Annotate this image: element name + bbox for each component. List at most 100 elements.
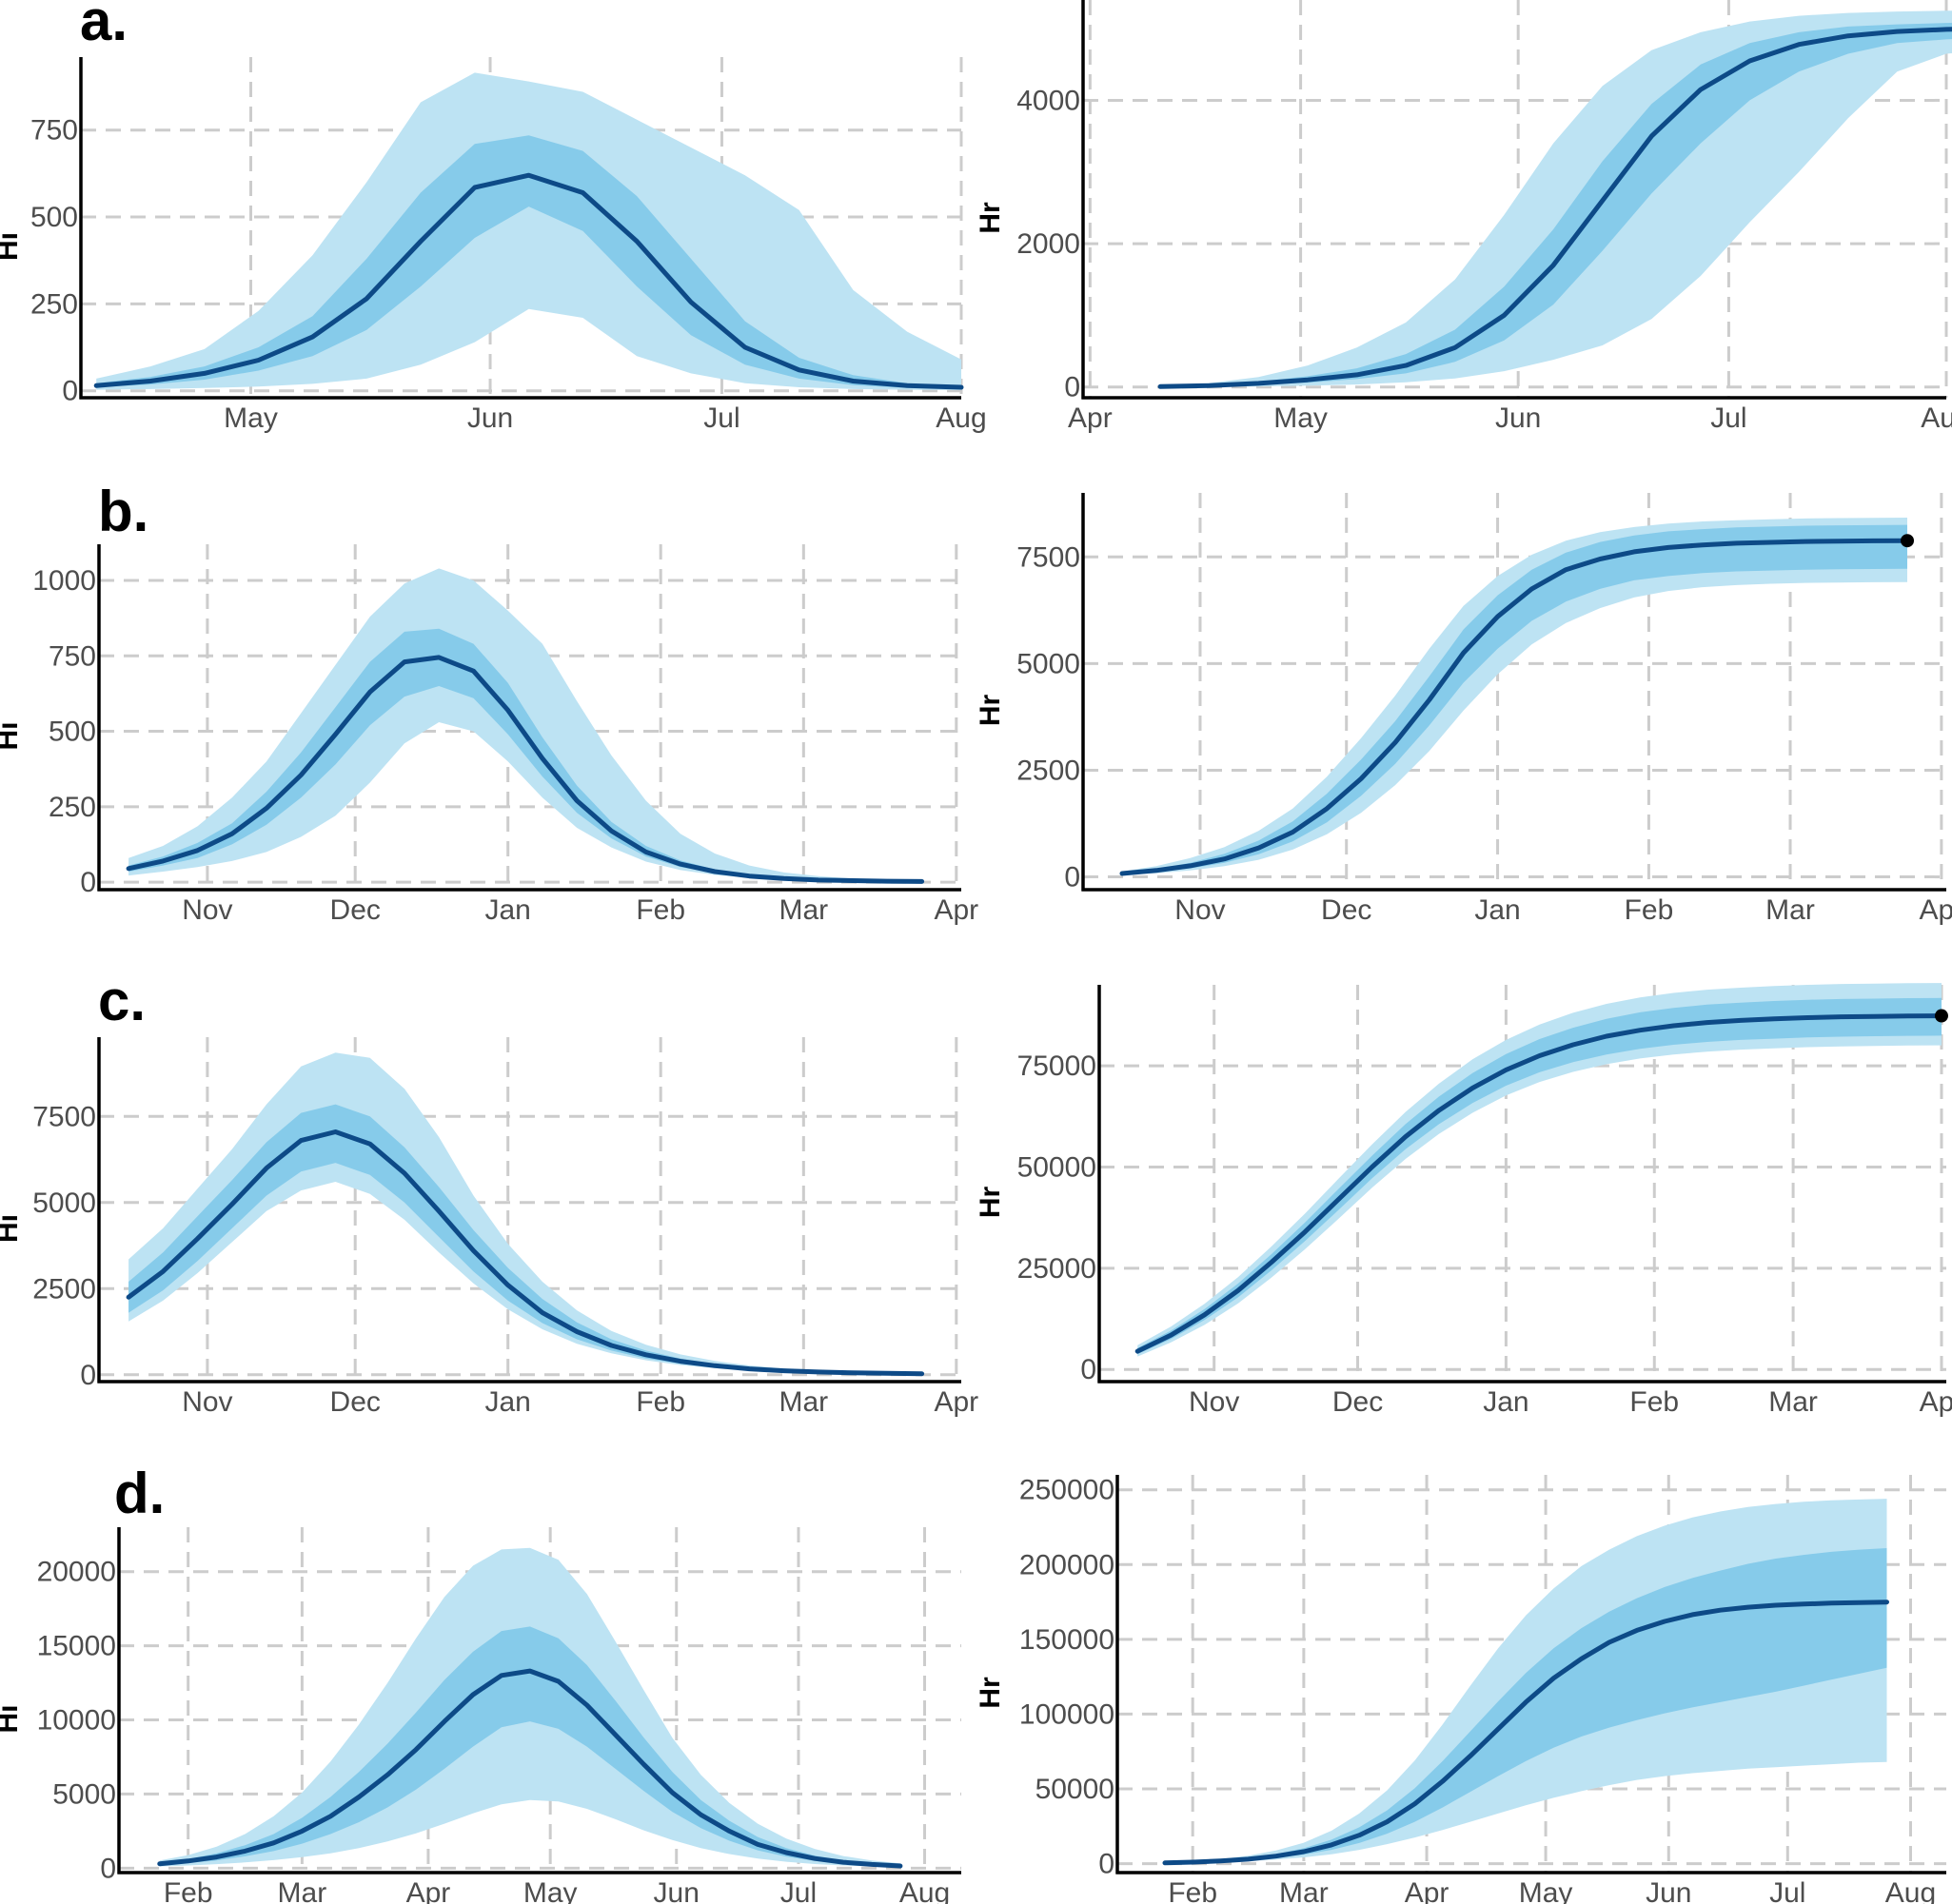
y-tick-label: 150000 — [1019, 1624, 1114, 1656]
y-tick-label: 500 — [49, 716, 96, 748]
chart-b-left: 0 250 500 750 1000 Nov Dec Jan Feb Mar Apr Hi — [0, 544, 978, 926]
y-tick-label: 0 — [1098, 1849, 1114, 1880]
y-tick-label: 7500 — [1016, 541, 1080, 573]
x-tick-label: Dec — [1321, 894, 1371, 926]
chart-a-left: 0 250 500 750 May Jun Jul Aug Hi — [0, 57, 987, 434]
outer-interval-band — [96, 72, 961, 391]
x-tick-label: Apr — [1068, 402, 1113, 434]
y-tick-label: 0 — [80, 867, 96, 898]
final-value-point — [1901, 534, 1915, 548]
outer-interval-band — [1122, 518, 1907, 875]
median-line — [126, 1129, 925, 1377]
y-tick-label: 250 — [49, 792, 96, 823]
x-tick-label: May — [523, 1877, 578, 1904]
y-axis-title: Hi — [0, 722, 24, 751]
x-tick-label: Feb — [636, 894, 685, 926]
y-axis-title: Hi — [0, 1214, 24, 1243]
x-tick-label: Apr — [1405, 1877, 1449, 1904]
y-tick-label: 2500 — [32, 1273, 96, 1305]
y-tick-label: 5000 — [52, 1778, 116, 1810]
x-tick-label: Feb — [1629, 1386, 1679, 1418]
median-line — [1162, 1600, 1889, 1866]
y-axis-title: Hi — [0, 1705, 24, 1734]
x-tick-label: Jul — [703, 402, 739, 434]
inner-interval-band — [1122, 524, 1907, 874]
x-tick-label: Jul — [1769, 1877, 1805, 1904]
y-tick-label: 2500 — [1016, 755, 1080, 786]
y-tick-label: 250000 — [1019, 1475, 1114, 1506]
y-tick-label: 0 — [80, 1360, 96, 1391]
y-tick-label: 500 — [30, 202, 78, 233]
x-tick-label: Apr — [1920, 1386, 1952, 1418]
inner-interval-band — [1165, 1548, 1887, 1863]
y-tick-label: 200000 — [1019, 1549, 1114, 1580]
x-tick-label: Jul — [1710, 402, 1746, 434]
chart-c-right: 0 25000 50000 75000 Nov Dec Jan Feb Mar Apr Hr — [975, 983, 1952, 1418]
y-axis-title: Hi — [0, 232, 24, 261]
panel-label-d: d. — [114, 1462, 165, 1525]
y-axis-title: Hr — [975, 202, 1006, 234]
x-tick-label: Aug — [1921, 402, 1952, 434]
x-tick-label: Feb — [1625, 894, 1674, 926]
y-tick-label: 4000 — [1016, 85, 1080, 116]
y-tick-label: 2000 — [1016, 228, 1080, 260]
x-tick-label: Apr — [934, 894, 978, 926]
median-line — [93, 172, 964, 390]
x-tick-label: Nov — [182, 894, 232, 926]
x-tick-label: Jan — [1474, 894, 1520, 926]
y-tick-label: 750 — [49, 640, 96, 672]
x-tick-label: Jan — [485, 1386, 531, 1418]
y-tick-label: 75000 — [1017, 1050, 1096, 1082]
y-tick-label: 100000 — [1019, 1698, 1114, 1730]
chart-a-right: 0 2000 4000 Apr May Jun Jul Aug Hr — [975, 0, 1952, 434]
x-tick-label: Mar — [1279, 1877, 1329, 1904]
x-tick-label: Apr — [934, 1386, 978, 1418]
x-tick-label: Dec — [1332, 1386, 1383, 1418]
median-line — [1119, 538, 1910, 876]
chart-b-right: 0 2500 5000 7500 Nov Dec Jan Feb Mar Apr Hr — [975, 493, 1952, 926]
y-tick-label: 50000 — [1017, 1151, 1096, 1183]
x-tick-label: Nov — [1189, 1386, 1239, 1418]
y-tick-label: 0 — [100, 1853, 116, 1884]
panel-label-b: b. — [98, 480, 148, 543]
x-tick-label: May — [224, 402, 278, 434]
median-line — [157, 1668, 903, 1869]
final-value-point — [1934, 1009, 1948, 1023]
inner-interval-band — [128, 628, 922, 882]
x-tick-label: Mar — [779, 1386, 828, 1418]
y-tick-label: 0 — [62, 376, 78, 407]
median-line — [1157, 27, 1952, 389]
y-tick-label: 0 — [1064, 372, 1080, 403]
y-tick-label: 5000 — [32, 1188, 96, 1219]
x-tick-label: Mar — [779, 894, 828, 926]
y-tick-label: 7500 — [32, 1101, 96, 1132]
median-line — [126, 655, 925, 884]
panel-label-a: a. — [80, 0, 128, 52]
x-tick-label: Jun — [1646, 1877, 1691, 1904]
y-tick-label: 25000 — [1017, 1253, 1096, 1285]
y-tick-label: 10000 — [37, 1705, 116, 1737]
y-tick-label: 0 — [1064, 862, 1080, 893]
x-tick-label: Jan — [1483, 1386, 1528, 1418]
x-tick-label: Jun — [1495, 402, 1541, 434]
x-tick-label: Apr — [406, 1877, 451, 1904]
y-tick-label: 0 — [1080, 1354, 1096, 1385]
x-tick-label: Feb — [636, 1386, 685, 1418]
outer-interval-band — [1160, 10, 1952, 387]
inner-interval-band — [96, 135, 961, 389]
outer-interval-band — [1137, 983, 1942, 1357]
x-tick-label: Dec — [330, 894, 381, 926]
x-tick-label: Mar — [1768, 1386, 1818, 1418]
x-tick-label: Feb — [1168, 1877, 1217, 1904]
x-tick-label: Apr — [1920, 894, 1952, 926]
y-tick-label: 50000 — [1035, 1774, 1114, 1805]
x-tick-label: Jun — [467, 402, 513, 434]
x-tick-label: Mar — [1765, 894, 1815, 926]
y-axis-title: Hr — [975, 1187, 1006, 1219]
x-tick-label: May — [1519, 1877, 1573, 1904]
x-tick-label: Feb — [164, 1877, 213, 1904]
y-tick-label: 250 — [30, 288, 78, 320]
x-tick-label: Mar — [278, 1877, 327, 1904]
x-tick-label: Jul — [780, 1877, 817, 1904]
y-tick-label: 15000 — [37, 1631, 116, 1662]
